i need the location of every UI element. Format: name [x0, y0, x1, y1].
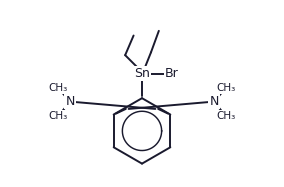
Text: Br: Br	[165, 67, 179, 80]
Text: N: N	[65, 95, 75, 108]
Text: CH₃: CH₃	[48, 83, 68, 93]
Text: CH₃: CH₃	[216, 111, 236, 121]
Text: CH₃: CH₃	[48, 111, 68, 121]
Text: CH₃: CH₃	[216, 83, 236, 93]
Text: N: N	[209, 95, 219, 108]
Text: Sn: Sn	[134, 67, 150, 80]
